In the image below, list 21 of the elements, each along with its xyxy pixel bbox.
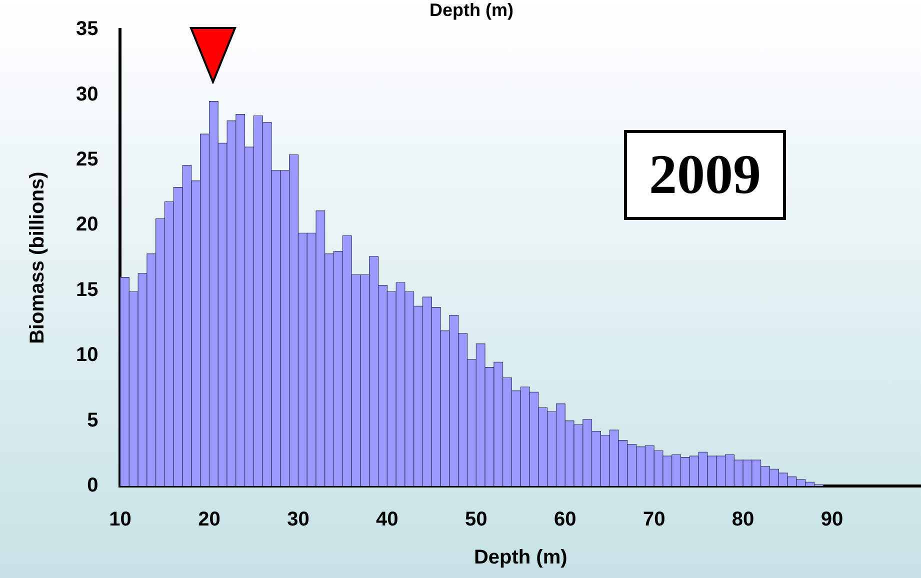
x-axis-title: Depth (m) (474, 546, 568, 569)
x-tick-label: 70 (642, 508, 666, 531)
y-tick-label: 20 (76, 214, 98, 236)
y-tick-label: 15 (76, 278, 98, 301)
y-tick-label: 30 (76, 83, 98, 106)
chart-title: Depth (m) (430, 0, 514, 20)
y-tick-label: 25 (76, 148, 98, 171)
x-tick-label: 60 (554, 508, 576, 531)
x-tick-label: 50 (465, 508, 488, 531)
y-tick-label: 5 (87, 409, 98, 432)
x-tick-label: 90 (820, 508, 844, 531)
x-tick-label: 40 (376, 508, 398, 531)
x-tick-label: 80 (732, 508, 754, 531)
x-tick-label: 30 (287, 508, 310, 531)
y-tick-label: 10 (76, 344, 98, 366)
y-tick-label: 35 (76, 18, 98, 40)
y-tick-label: 0 (87, 474, 98, 497)
x-tick-label: 20 (198, 508, 220, 531)
y-axis-title: Biomass (billions) (26, 172, 49, 344)
x-tick-label: 10 (109, 508, 132, 531)
annotation: 2009 (624, 130, 786, 220)
